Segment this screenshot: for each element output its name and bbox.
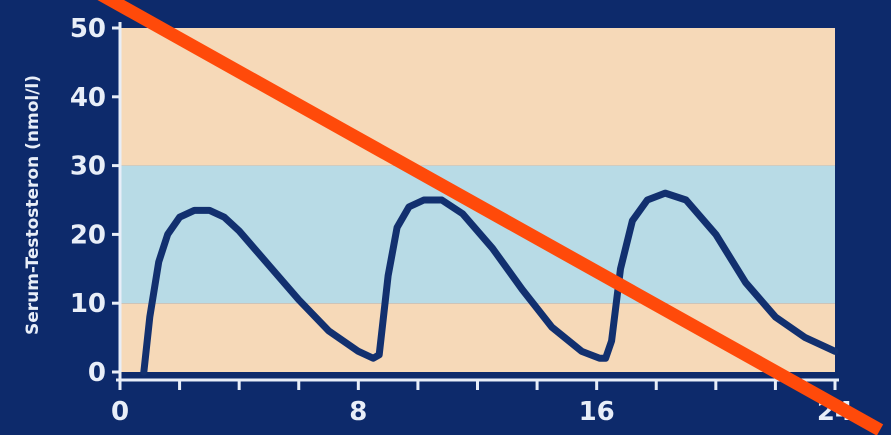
x-tick-label: 8 — [349, 397, 367, 427]
y-tick-label: 50 — [70, 14, 106, 44]
overlay-strike-line — [97, 0, 884, 435]
y-tick-label: 20 — [70, 220, 106, 250]
y-tick-label: 30 — [70, 152, 106, 182]
ticks: 01020304050081624 — [70, 14, 853, 427]
series-line-0 — [140, 189, 839, 376]
y-tick-label: 0 — [88, 358, 106, 388]
x-tick-label: 16 — [579, 397, 615, 427]
band-2 — [120, 28, 835, 166]
y-tick-label: 10 — [70, 289, 106, 319]
y-tick-label: 40 — [70, 83, 106, 113]
series-group — [140, 189, 839, 376]
x-tick-label: 0 — [111, 397, 129, 427]
y-axis-label: Serum-Testosteron (nmol/l) — [23, 75, 43, 335]
